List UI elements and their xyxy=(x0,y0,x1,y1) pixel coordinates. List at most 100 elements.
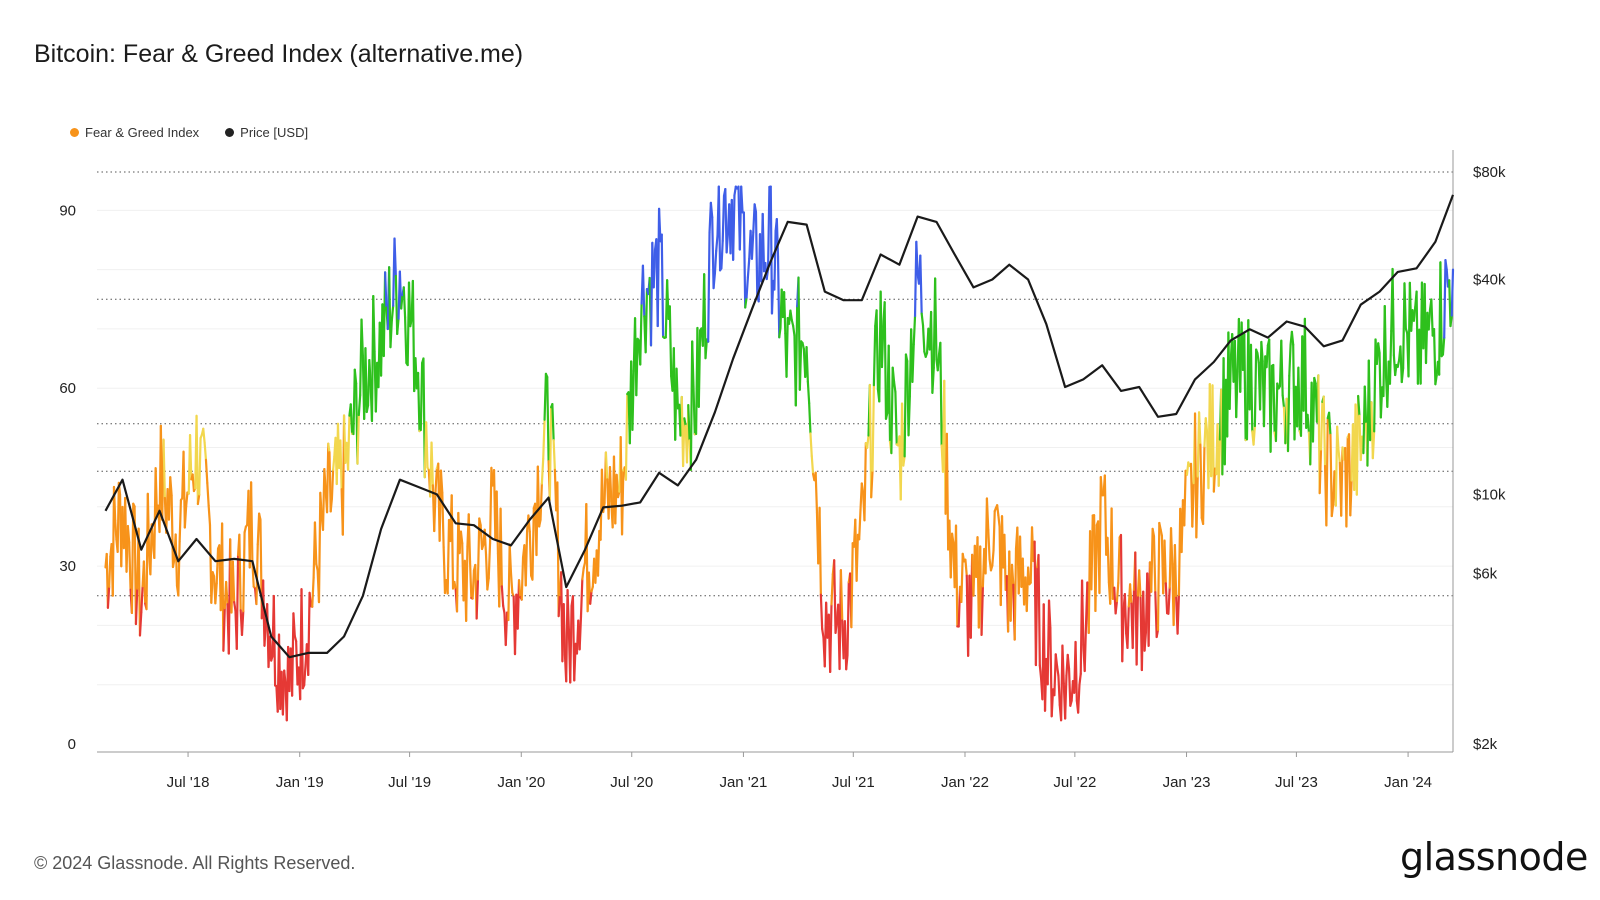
legend-item-fear-greed[interactable]: Fear & Greed Index xyxy=(70,125,199,140)
fear-greed-segment xyxy=(754,210,759,298)
fear-greed-segment xyxy=(1080,579,1085,646)
fear-greed-segment xyxy=(450,494,455,590)
fear-greed-segment xyxy=(697,329,702,408)
fear-greed-segment xyxy=(1444,258,1448,271)
fear-greed-segment xyxy=(154,467,159,516)
legend-item-price[interactable]: Price [USD] xyxy=(225,125,308,140)
legend-dot-price xyxy=(225,128,235,137)
fear-greed-segment xyxy=(283,669,287,685)
fear-greed-segment xyxy=(114,519,118,541)
fear-greed-segment xyxy=(704,338,708,360)
fear-greed-segment xyxy=(833,559,837,634)
fear-greed-segment xyxy=(419,361,424,432)
fear-greed-segment xyxy=(364,347,368,414)
fear-greed-segment xyxy=(949,532,954,579)
fear-greed-segment xyxy=(134,587,139,626)
x-tick-label: Jan '21 xyxy=(719,774,767,791)
fear-greed-segment xyxy=(1195,475,1199,539)
fear-greed-segment xyxy=(520,556,525,601)
y-left-tick-label: 90 xyxy=(59,202,76,219)
fear-greed-segment xyxy=(433,489,437,533)
fear-greed-segment xyxy=(1306,413,1311,434)
fear-greed-segment xyxy=(509,571,514,594)
x-tick-label: Jul '22 xyxy=(1053,774,1096,791)
fear-greed-segment xyxy=(215,547,220,585)
fear-greed-segment xyxy=(997,514,1001,528)
fear-greed-segment xyxy=(487,541,492,580)
fear-greed-segment xyxy=(681,417,686,468)
fear-greed-segment xyxy=(794,305,799,407)
fear-greed-segment xyxy=(902,455,906,467)
fear-greed-segment xyxy=(1103,474,1108,556)
x-tick-label: Jan '23 xyxy=(1163,774,1211,791)
fear-greed-segment xyxy=(1013,547,1018,641)
fear-greed-segment xyxy=(1098,475,1102,595)
fear-greed-segment xyxy=(468,560,473,600)
fear-greed-segment xyxy=(992,510,996,552)
fear-greed-segment xyxy=(531,506,535,581)
fear-greed-segment xyxy=(778,326,782,339)
fear-greed-segment xyxy=(745,276,750,299)
fear-greed-segment xyxy=(140,585,144,614)
fear-greed-segment xyxy=(1010,563,1015,586)
fear-greed-segment xyxy=(1054,653,1059,668)
fear-greed-segment xyxy=(1152,535,1157,594)
fear-greed-segment xyxy=(389,319,393,349)
fear-greed-segment xyxy=(138,611,143,637)
fear-greed-segment xyxy=(1034,566,1039,667)
fear-greed-segment xyxy=(1262,355,1267,428)
fear-greed-segment xyxy=(1117,536,1121,585)
fear-greed-segment xyxy=(732,194,736,261)
fear-greed-segment xyxy=(551,403,555,442)
fear-greed-segment xyxy=(776,255,781,339)
fear-greed-segment xyxy=(174,533,179,587)
fear-greed-segment xyxy=(524,530,529,587)
fear-greed-segment xyxy=(256,512,261,546)
fear-greed-segment xyxy=(255,543,259,606)
fear-greed-segment xyxy=(1217,438,1222,487)
fear-greed-segment xyxy=(624,392,629,481)
fear-greed-segment xyxy=(453,580,457,591)
fear-greed-segment xyxy=(1154,591,1158,639)
fear-greed-segment xyxy=(1110,507,1115,600)
fear-greed-segment xyxy=(870,469,874,499)
fear-greed-segment xyxy=(691,340,695,388)
fear-greed-segment xyxy=(504,611,509,647)
fear-greed-segment xyxy=(845,654,849,671)
fear-greed-segment xyxy=(608,465,613,503)
fear-greed-segment xyxy=(808,402,812,435)
x-tick-label: Jul '23 xyxy=(1275,774,1318,791)
fear-greed-segment xyxy=(1164,582,1169,615)
fear-greed-segment xyxy=(1090,514,1094,591)
fear-greed-segment xyxy=(400,294,404,310)
fear-greed-segment xyxy=(1050,688,1055,718)
fear-greed-segment xyxy=(1078,672,1082,687)
fear-greed-segment xyxy=(346,414,351,471)
fear-greed-segment xyxy=(890,366,894,455)
fear-greed-segment xyxy=(1337,449,1341,464)
fear-greed-segment xyxy=(707,231,711,343)
fear-greed-segment xyxy=(1281,394,1286,409)
y-left-tick-label: 60 xyxy=(59,380,76,397)
fear-greed-segment xyxy=(479,523,484,551)
glassnode-logo[interactable]: glassnode xyxy=(1400,835,1588,879)
fear-greed-segment xyxy=(1055,665,1060,677)
fear-greed-segment xyxy=(1432,327,1437,386)
fear-greed-segment xyxy=(210,571,214,604)
fear-greed-segment xyxy=(1274,382,1279,443)
fear-greed-segment xyxy=(465,545,469,623)
fear-greed-segment xyxy=(1027,566,1031,586)
fear-greed-segment xyxy=(996,504,1000,517)
x-tick-label: Jul '20 xyxy=(610,774,653,791)
fear-greed-segment xyxy=(508,543,513,574)
fear-greed-segment xyxy=(1396,358,1401,368)
fear-greed-segment xyxy=(631,369,635,431)
fear-greed-segment xyxy=(1197,411,1202,446)
fear-greed-segment xyxy=(604,451,609,481)
fear-greed-segment xyxy=(108,555,112,588)
fear-greed-segment xyxy=(1256,352,1260,364)
fear-greed-segment xyxy=(323,467,327,493)
fear-greed-segment xyxy=(238,533,242,612)
fear-greed-segment xyxy=(798,340,803,391)
